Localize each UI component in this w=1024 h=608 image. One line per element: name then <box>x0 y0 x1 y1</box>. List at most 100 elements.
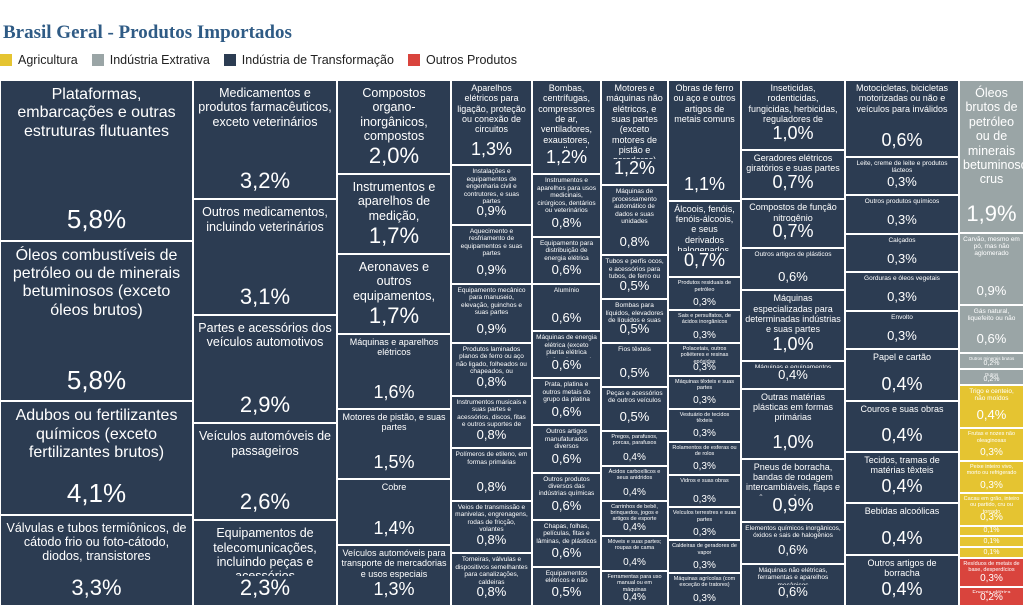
treemap-tile-compostos-organo-inorganicos-compostos-h[interactable]: Compostos organo-inorgânicos, compostos … <box>337 80 451 174</box>
treemap-tile-rolamentos-de-esferas-ou-de-rolos[interactable]: Rolamentos de esferas ou de rolos 0,3% <box>668 441 741 475</box>
treemap-tile-outras-materias-plasticas-em-formas-prim[interactable]: Outras matérias plásticas em formas prim… <box>741 388 845 459</box>
treemap-tile-carrinhos-de-bebe-brinquedos-jogos-e-art[interactable]: Carrinhos de bebê, brinquedos, jogos e a… <box>601 500 668 536</box>
treemap-tile-leite-creme-de-leite-e-produtos-lacteos[interactable]: Leite, creme de leite e produtos lácteos… <box>845 156 959 196</box>
treemap-tile-peixe-inteiro-vivo-morto-ou-refrigerado[interactable]: Peixe inteiro vivo, morto ou refrigerado… <box>959 460 1024 494</box>
treemap-tile-bombas-centrifugas-compressores-de-ar-ve[interactable]: Bombas, centrífugas, compressores de ar,… <box>532 80 601 175</box>
tile-label: Carrinhos de bebê, brinquedos, jogos e a… <box>610 503 659 523</box>
treemap-tile-alcoois-fenois-fenois-alcoois-e-seus-der[interactable]: Álcoois, fenóis, fenóis-álcoois, e seus … <box>668 200 741 278</box>
treemap-tile-equipamento-mecanico-para-manuseio-eleva[interactable]: Equipamento mecânico para manuseio, elev… <box>451 283 532 343</box>
treemap-tile-adubos-ou-fertilizantes-quimicos-exceto-[interactable]: Adubos ou fertilizantes químicos (exceto… <box>0 401 193 515</box>
treemap-tile-bebidas-alcoolicas[interactable]: Bebidas alcoólicas 0,4% <box>845 503 959 555</box>
treemap-tile-inseticidas-rodenticidas-fungicidas-herb[interactable]: Inseticidas, rodenticidas, fungicidas, h… <box>741 80 845 151</box>
treemap-tile-equipamento-para-distribuicao-de-energia[interactable]: Equipamento para distribuição de energia… <box>532 237 601 285</box>
treemap-tile-maquinas-de-processamento-automatico-de-[interactable]: Máquinas de processamento automático de … <box>601 185 668 256</box>
treemap-tile-tubos-e-perfis-ocos-e-acessorios-para-tu[interactable]: Tubos e perfis ocos, e acessórios para t… <box>601 255 668 300</box>
treemap-tile-polacetais-outros-polieteres-e-resinas-e[interactable]: Polacetais, outros poliéteres e resinas … <box>668 343 741 376</box>
treemap-tile-cacau-em-grao-inteiro-ou-partido-cru-ou-[interactable]: Cacau em grão, inteiro ou partido, cru o… <box>959 493 1024 526</box>
treemap-tile-instalacoes-e-equipamentos-de-engenharia[interactable]: Instalações e equipamentos de engenharia… <box>451 165 532 225</box>
treemap-tile-bombas-para-liquidos-elevadores-de-liqui[interactable]: Bombas para líquidos, elevadores de líqu… <box>601 299 668 343</box>
treemap-tile-pneus-de-borracha-bandas-de-rodagem-inte[interactable]: Pneus de borracha, bandas de rodagem int… <box>741 458 845 522</box>
treemap-tile-borracha-natural[interactable]: 0,1% <box>959 536 1024 548</box>
treemap-tile-instrumentos-e-aparelhos-para-usos-medic[interactable]: Instrumentos e aparelhos para usos medic… <box>532 174 601 237</box>
treemap-tile-papel-e-cartao[interactable]: Papel e cartão 0,4% <box>845 349 959 401</box>
treemap-tile-residuos-de-metais-de-base-desperdicios[interactable]: Resíduos de metais de base, desperdícios… <box>959 558 1024 587</box>
treemap-tile-polimeros-de-etileno-em-formas-primarias[interactable]: Polímeros de etileno, em formas primária… <box>451 448 532 501</box>
tile-value: 1,7% <box>368 222 420 248</box>
treemap-tile-oleos-brutos-de-petroleo-ou-de-minerais-[interactable]: Óleos brutos de petróleo ou de minerais … <box>959 80 1024 233</box>
treemap-tile-equipamentos-de-telecomunicacoes-incluin[interactable]: Equipamentos de telecomunicações, inclui… <box>193 520 337 606</box>
treemap-tile-produtos-horticolas[interactable]: 0,1% <box>959 525 1024 537</box>
treemap-tile-maquinas-especializadas-para-determinada[interactable]: Máquinas especializadas para determinada… <box>741 290 845 361</box>
treemap-tile-plataformas-embarcacoes-e-outras-estrutu[interactable]: Plataformas, embarcações e outras estrut… <box>0 80 193 241</box>
treemap-tile-outros[interactable]: Outros 0,2% <box>959 368 1024 385</box>
treemap-tile-outros-produtos-diversos-das-industrias-[interactable]: Outros produtos diversos das indústrias … <box>532 472 601 520</box>
treemap-tile-aparelhos-eletricos-para-ligacao-proteca[interactable]: Aparelhos elétricos para ligação, proteç… <box>451 80 532 166</box>
treemap-tile-outros-medicamentos-incluindo-veterinari[interactable]: Outros medicamentos, incluindo veterinár… <box>193 199 337 316</box>
treemap-tile-caldeiras-de-geradores-de-vapor[interactable]: Caldeiras de geradores de vapor 0,3% <box>668 540 741 574</box>
legend-item-industria-de-transformacao[interactable]: Indústria de Transformação <box>223 53 394 67</box>
treemap-tile-pregos-parafusos-porcas-parafusos[interactable]: Pregos, parafusos, porcas, parafusos 0,4% <box>601 430 668 466</box>
treemap-tile-couros-e-suas-obras[interactable]: Couros e suas obras 0,4% <box>845 400 959 453</box>
treemap-tile-frutas-e-nozes-nao-oleaginosas[interactable]: Frutas e nozes não oleaginosas 0,3% <box>959 428 1024 461</box>
treemap-tile-medicamentos-e-produtos-farmaceuticos-ex[interactable]: Medicamentos e produtos farmacêuticos, e… <box>193 80 337 200</box>
treemap-tile-veiculos-terrestres-e-suas-partes[interactable]: Veículos terrestres e suas partes 0,3% <box>668 507 741 541</box>
treemap-tile-oleos-combustiveis-de-petroleo-ou-de-min[interactable]: Óleos combustíveis de petróleo ou de min… <box>0 240 193 402</box>
treemap-tile-instrumentos-e-aparelhos-de-medicao-veri[interactable]: Instrumentos e aparelhos de medição, ver… <box>337 173 451 254</box>
treemap-tile-veiculos-automoveis-para-transporte-de-m[interactable]: Veículos automóveis para transporte de m… <box>337 544 451 606</box>
legend-item-agricultura[interactable]: Agricultura <box>0 53 78 67</box>
treemap-tile-cevada[interactable]: 0,1% <box>959 547 1024 558</box>
treemap-tile-maquinas-texteis-e-suas-partes[interactable]: Máquinas têxteis e suas partes 0,3% <box>668 375 741 409</box>
treemap-tile-maquinas-de-energia-eletrica-exceto-plan[interactable]: Máquinas de energia elétrica (exceto pla… <box>532 331 601 379</box>
treemap-tile-outros-minerais-brutos[interactable]: Outros minerais brutos 0,2% <box>959 352 1024 369</box>
treemap-tile-instrumentos-musicais-e-suas-partes-e-ac[interactable]: Instrumentos musicais e suas partes e ac… <box>451 395 532 449</box>
treemap-tile-outros-produtos-quimicos[interactable]: Outros produtos químicos 0,3% <box>845 195 959 234</box>
legend-item-outros-produtos[interactable]: Outros Produtos <box>407 53 517 67</box>
treemap-tile-envolto[interactable]: Envolto 0,3% <box>845 310 959 350</box>
tile-label: Outros artigos de plásticos <box>754 251 832 259</box>
treemap-tile-maquinas-e-equipamentos-especializados[interactable]: Máquinas e equipamentos especializados0,… <box>741 360 845 389</box>
treemap-tile-torneiras-valvulas-e-dispositivos-semelh[interactable]: Torneiras, válvulas e dispositivos semel… <box>451 553 532 606</box>
treemap-tile-produtos-laminados-planos-de-ferro-ou-ac[interactable]: Produtos laminados planos de ferro ou aç… <box>451 343 532 396</box>
treemap-tile-vestuario-de-tecidos-texteis[interactable]: Vestuário de tecidos têxteis 0,3% <box>668 408 741 442</box>
treemap-tile-maquinas-nao-eletricas-ferramentas-e-apa[interactable]: Máquinas não elétricas, ferramentas e ap… <box>741 563 845 606</box>
treemap-tile-compostos-de-funcao-nitrogenio[interactable]: Compostos de função nitrogênio 0,7% <box>741 199 845 249</box>
treemap-tile-gorduras-e-oleos-vegetais[interactable]: Gorduras e óleos vegetais 0,3% <box>845 272 959 311</box>
treemap-tile-elementos-quimicos-inorganicos-oxidos-e-[interactable]: Elementos químicos inorgânicos, óxidos e… <box>741 521 845 564</box>
treemap-tile-prata-platina-e-outros-metais-do-grupo-d[interactable]: Prata, platina e outros metais do grupo … <box>532 378 601 426</box>
treemap-tile-partes-e-acessorios-dos-veiculos-automot[interactable]: Partes e acessórios dos veículos automot… <box>193 315 337 424</box>
treemap-tile-aeronaves-e-outros-equipamentos-incluind[interactable]: Aeronaves e outros equipamentos, incluin… <box>337 253 451 334</box>
treemap-tile-sais-e-persulfatos-de-acidos-inorganicos[interactable]: Sais e persulfatos, de ácidos inorgânico… <box>668 310 741 343</box>
treemap-tile-maquinas-agricolas-com-excecao-de-trator[interactable]: Máquinas agrícolas (com exceção de trato… <box>668 573 741 606</box>
treemap-tile-trigo-e-centeio-nao-moidos[interactable]: Trigo e centeio, não moídos 0,4% <box>959 385 1024 429</box>
treemap-tile-motocicletas-bicicletas-motorizadas-ou-n[interactable]: Motocicletas, bicicletas motorizadas ou … <box>845 80 959 157</box>
treemap-tile-energia-eletrica[interactable]: Energia elétrica 0,2% <box>959 586 1024 606</box>
treemap-tile-aquecimento-e-resfriamento-de-equipament[interactable]: Aquecimento e resfriamento de equipament… <box>451 224 532 284</box>
treemap-tile-geradores-eletricos-giratorios-e-suas-pa[interactable]: Geradores elétricos giratórios e suas pa… <box>741 150 845 200</box>
treemap-tile-motores-de-pistao-e-suas-partes[interactable]: Motores de pistão, e suas partes 1,5% <box>337 408 451 480</box>
treemap-tile-outros-artigos-de-plasticos[interactable]: Outros artigos de plásticos 0,6% <box>741 248 845 291</box>
treemap-tile-acidos-carboxilicos-e-seus-anidridos[interactable]: Ácidos carboxílicos e seus anidridos 0,4% <box>601 465 668 501</box>
treemap-tile-outros-artigos-de-borracha[interactable]: Outros artigos de borracha 0,4% <box>845 554 959 606</box>
treemap-tile-ferramentas-para-uso-manual-ou-em-maquin[interactable]: Ferramentas para uso manual ou em máquin… <box>601 570 668 606</box>
treemap-tile-gas-natural-liquefeito-ou-nao[interactable]: Gás natural, liquefeito ou não 0,6% <box>959 304 1024 353</box>
treemap-tile-calcados[interactable]: Calçados 0,3% <box>845 233 959 273</box>
treemap-tile-produtos-residuais-de-petroleo[interactable]: Produtos residuais de petróleo 0,3% <box>668 277 741 311</box>
treemap-tile-aluminio[interactable]: Alumínio 0,6% <box>532 284 601 332</box>
treemap-tile-vidros-e-suas-obras[interactable]: Vidros e suas obras 0,3% <box>668 474 741 508</box>
treemap-tile-chapas-folhas-peliculas-fitas-e-laminas-[interactable]: Chapas, folhas, películas, fitas e lâmin… <box>532 519 601 567</box>
treemap-tile-outros-artigos-manufaturados-diversos[interactable]: Outros artigos manufaturados diversos 0,6… <box>532 425 601 473</box>
treemap-tile-pecas-e-acessorios-de-outros-veiculos[interactable]: Peças e acessórios de outros veículos 0,5… <box>601 386 668 431</box>
treemap-tile-tecidos-tramas-de-materias-texteis[interactable]: Tecidos, tramas de matérias têxteis 0,4% <box>845 452 959 504</box>
treemap-tile-equipamentos-eletricos-e-nao-eletricos-d[interactable]: Equipamentos elétricos e não elétricos d… <box>532 566 601 606</box>
treemap-tile-cobre[interactable]: Cobre 1,4% <box>337 479 451 545</box>
treemap-tile-moveis-e-suas-partes-roupas-de-cama[interactable]: Móveis e suas partes; roupas de cama 0,4% <box>601 535 668 571</box>
treemap-tile-carvao-mesmo-em-po-mas-nao-aglomerado[interactable]: Carvão, mesmo em pó, mas não aglomerado 0… <box>959 232 1024 305</box>
legend-item-industria-extrativa[interactable]: Indústria Extrativa <box>91 53 210 67</box>
treemap-tile-fios-texteis[interactable]: Fios têxteis 0,5% <box>601 343 668 387</box>
treemap-tile-maquinas-e-aparelhos-eletricos[interactable]: Máquinas e aparelhos elétricos 1,6% <box>337 333 451 409</box>
treemap-tile-motores-e-maquinas-nao-eletricos-e-suas-[interactable]: Motores e máquinas não elétricos, e suas… <box>601 80 668 186</box>
treemap-tile-obras-de-ferro-ou-aco-e-outros-artigos-d[interactable]: Obras de ferro ou aço e outros artigos d… <box>668 80 741 201</box>
treemap-tile-veios-de-transmissao-e-manivelas-engrena[interactable]: Veios de transmissão e manivelas, engren… <box>451 500 532 554</box>
treemap-tile-valvulas-e-tubos-termionicos-de-catodo-f[interactable]: Válvulas e tubos termiônicos, de cátodo … <box>0 514 193 606</box>
treemap-tile-veiculos-automoveis-de-passageiros[interactable]: Veículos automóveis de passageiros 2,6% <box>193 423 337 521</box>
